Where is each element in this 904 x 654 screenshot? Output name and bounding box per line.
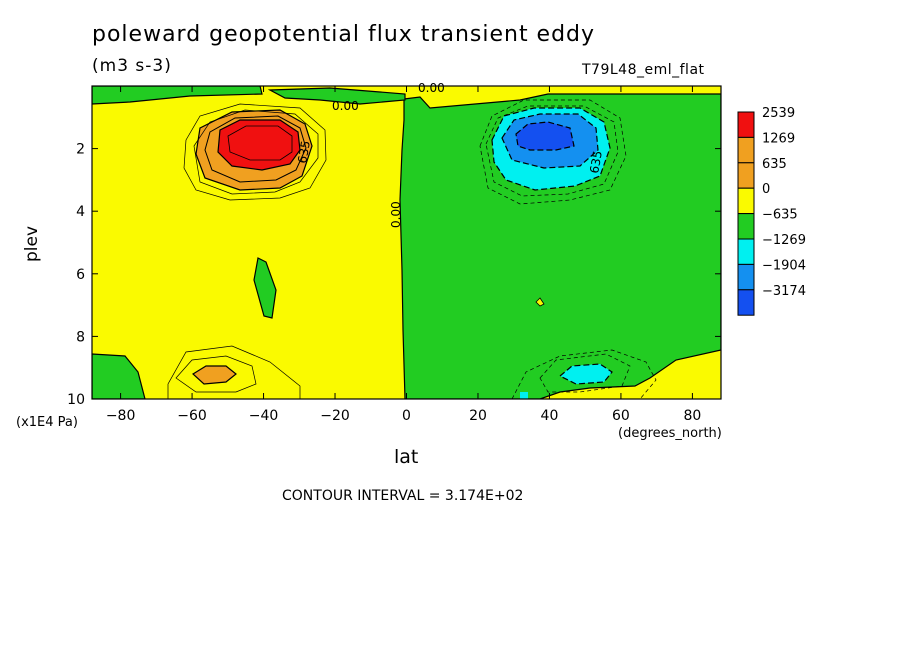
x-tick-label: 80	[683, 408, 701, 424]
x-tick-label: −40	[249, 408, 279, 424]
y-tick-label: 8	[76, 329, 85, 345]
chart-title: poleward geopotential flux transient edd…	[92, 22, 596, 47]
contour-sh-upper-outer1	[183, 103, 327, 201]
colorbar-swatch	[737, 263, 755, 291]
colorbar-label: −1269	[762, 233, 806, 248]
y-tick-label: 10	[67, 392, 85, 408]
y-tick-label: 4	[76, 204, 85, 220]
contour-label: 635	[295, 140, 313, 165]
x-axis-label: lat	[394, 446, 419, 468]
x-tick-label: 60	[612, 408, 630, 424]
contour-sh-lower-outer2	[167, 345, 301, 399]
x-tick-label: 20	[469, 408, 487, 424]
colorbar-swatch	[737, 187, 755, 215]
region-sh-upper-inner	[227, 125, 293, 161]
region-sh-upper-1269	[204, 115, 307, 183]
region-sh-upper-max	[217, 119, 301, 171]
colorbar-label: 1269	[762, 131, 795, 146]
colorbar-swatch	[737, 213, 755, 240]
contour-nh-upper-outer2	[485, 105, 619, 197]
colorbar-swatch	[737, 111, 755, 138]
region-nh-small-spot	[535, 297, 545, 307]
contour-labels: 0.00 0.00 0.00 635 635	[295, 81, 605, 228]
x-tick-label: −60	[177, 408, 207, 424]
x-tick-label: 40	[541, 408, 559, 424]
x-tick-label: −80	[106, 408, 136, 424]
region-negative-top-left	[92, 86, 263, 105]
contour-label: 635	[587, 150, 605, 175]
contour-label: 0.00	[332, 99, 359, 113]
x-tick-label: −20	[320, 408, 350, 424]
colorbar: 2539 1269 635 0 −635 −1269 −1904 −3174	[737, 106, 806, 316]
region-nh-bottom-spot	[520, 392, 528, 399]
colorbar-label: 0	[762, 182, 770, 197]
contour-nh-upper-outer1	[479, 99, 627, 205]
x-tick-label: 0	[402, 408, 411, 424]
colorbar-label: −1904	[762, 258, 806, 273]
contour-label: 0.00	[389, 201, 403, 228]
x-axis-units: (degrees_north)	[618, 426, 722, 441]
region-nh-upper-max	[515, 121, 575, 151]
region-negative-bottom-left	[92, 353, 146, 399]
colorbar-swatch	[737, 289, 755, 316]
y-axis: 2 4 6 8 10	[67, 142, 721, 408]
region-nh-lower-m635	[558, 363, 613, 385]
y-tick-label: 2	[76, 142, 85, 158]
colorbar-swatch	[737, 238, 755, 265]
colorbar-label: −635	[762, 208, 798, 223]
colorbar-label: −3174	[762, 284, 806, 299]
run-label: T79L48_eml_flat	[582, 62, 705, 78]
contour-nh-lower-outer2	[511, 349, 657, 399]
colorbar-label: 2539	[762, 106, 795, 121]
y-axis-units: (x1E4 Pa)	[16, 415, 78, 430]
chart-units: (m3 s-3)	[92, 56, 172, 76]
colorbar-swatch	[737, 136, 755, 164]
contour-nh-lower-outer1	[539, 353, 631, 393]
y-tick-label: 6	[76, 267, 85, 283]
region-sh-lower-635	[192, 365, 237, 385]
contour-sh-upper-outer2	[193, 109, 319, 195]
plot-area	[92, 86, 721, 399]
region-negative-sh-blob	[253, 257, 277, 319]
contour-interval: CONTOUR INTERVAL = 3.174E+02	[282, 488, 524, 504]
contour-label: 0.00	[418, 81, 445, 95]
region-negative-top-mid	[267, 87, 406, 105]
region-negative-nh	[399, 93, 721, 399]
x-axis: −80 −60 −40 −20 0 20 40 60 80	[106, 86, 701, 424]
colorbar-label: 635	[762, 157, 787, 172]
contour-sh-lower-outer1	[175, 355, 257, 393]
colorbar-swatch	[737, 162, 755, 189]
